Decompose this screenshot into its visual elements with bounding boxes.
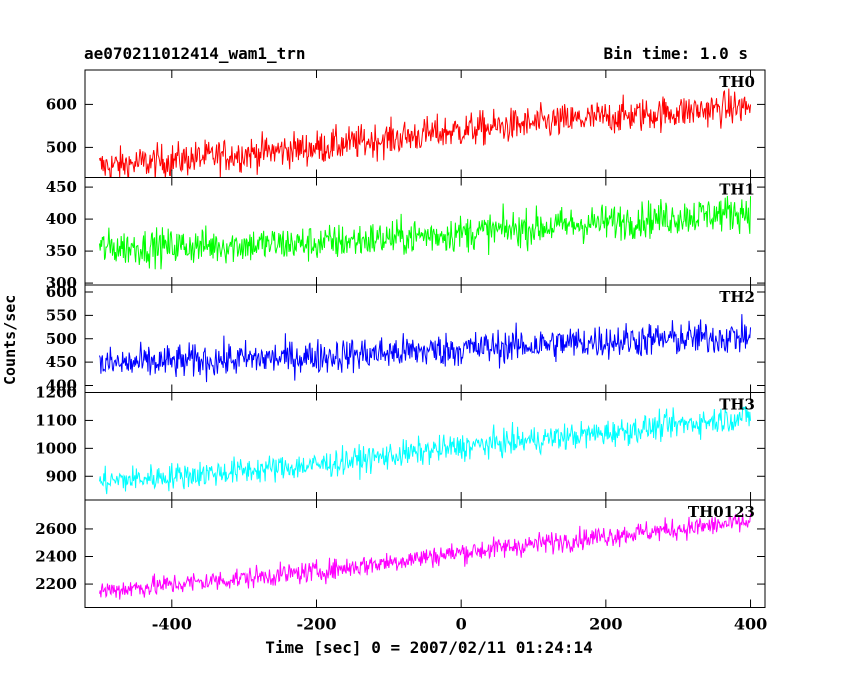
panel-label: TH1: [719, 181, 755, 199]
y-tick-label: 600: [46, 283, 77, 301]
panel-th1: 300 350 400 450 TH1: [46, 177, 766, 292]
y-tick-label: 1000: [35, 439, 77, 457]
series-line-th1: [98, 195, 752, 270]
y-tick-label: 350: [46, 242, 77, 260]
panel-th0123: 2200 2400 2600 TH0123: [35, 499, 766, 608]
y-tick-label: 400: [46, 210, 77, 228]
y-tick-label: 600: [46, 95, 77, 113]
x-tick-label: 0: [456, 615, 467, 634]
y-tick-label: 500: [46, 138, 77, 156]
y-axis-label: Counts/sec: [1, 294, 19, 385]
series-line-th0: [98, 88, 752, 178]
y-tick-label: 2400: [35, 548, 77, 566]
panel-th2: 400 450 500 550 600 TH2: [46, 283, 766, 394]
panel-label: TH0: [719, 73, 755, 91]
y-tick-label: 550: [46, 306, 77, 324]
panel-label: TH3: [719, 396, 755, 414]
panel-th3: 900 1000 1100 1200 TH3: [35, 384, 766, 501]
y-tick-label: 500: [46, 330, 77, 348]
y-tick-label: 450: [46, 178, 77, 196]
x-axis-label: Time [sec] 0 = 2007/02/11 01:24:14: [265, 638, 593, 657]
series-line-th3: [98, 406, 752, 495]
chart-title: ae070211012414_wam1_trn: [84, 44, 306, 63]
series-line-th2: [98, 314, 752, 383]
y-tick-label: 450: [46, 353, 77, 371]
y-tick-label: 300: [46, 274, 77, 292]
series-line-th0123: [98, 509, 752, 600]
panel-th0: 500 600 TH0: [46, 69, 766, 178]
y-tick-label: 1100: [35, 411, 77, 429]
y-tick-label: 2200: [35, 575, 77, 593]
bin-time-label: Bin time: 1.0 s: [603, 44, 749, 63]
x-tick-label: 200: [589, 615, 622, 634]
panel-label: TH2: [719, 288, 755, 306]
x-tick-label: 400: [734, 615, 767, 634]
x-tick-label: -200: [296, 615, 336, 634]
y-tick-label: 2600: [35, 520, 77, 538]
y-tick-label: 1200: [35, 384, 77, 402]
x-tick-label: -400: [152, 615, 192, 634]
y-tick-label: 900: [46, 467, 77, 485]
panel-label: TH0123: [688, 503, 755, 521]
panel-frame: [84, 499, 766, 608]
panel-frame: [84, 392, 766, 501]
y-tick-label: 400: [46, 376, 77, 394]
